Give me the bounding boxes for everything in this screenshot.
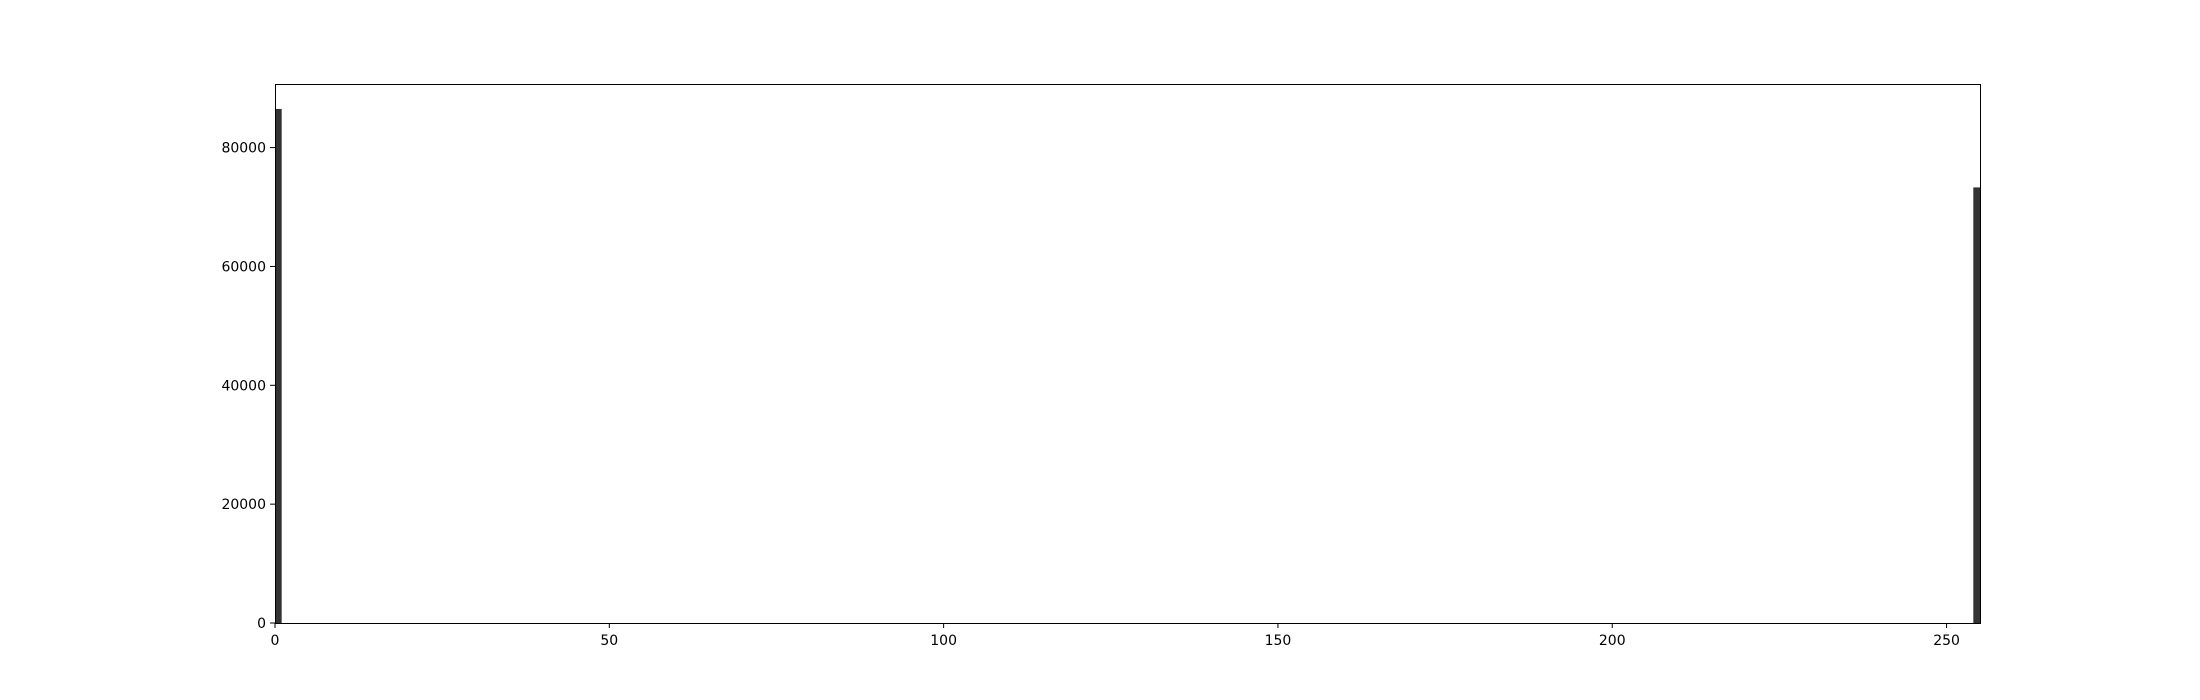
y-axis: 0 20000 40000 60000 80000 (221, 141, 275, 632)
plot-frame (275, 84, 1981, 624)
histogram-bar-0 (275, 108, 282, 623)
y-tick-label: 0 (257, 616, 266, 632)
y-tick-label: 60000 (221, 259, 266, 275)
x-tick-label: 50 (600, 633, 618, 649)
x-tick-label: 0 (271, 633, 280, 649)
y-tick-label: 40000 (221, 378, 266, 394)
x-tick-label: 250 (1933, 633, 1960, 649)
x-tick-label: 200 (1599, 633, 1626, 649)
y-tick-label: 80000 (221, 141, 266, 157)
x-axis: 0 50 100 150 200 250 (271, 623, 1960, 649)
histogram-bar-1 (1973, 187, 1980, 624)
y-tick-label: 20000 (221, 497, 266, 513)
x-tick-label: 100 (930, 633, 957, 649)
x-tick-label: 150 (1265, 633, 1292, 649)
bars-group (275, 108, 1980, 624)
